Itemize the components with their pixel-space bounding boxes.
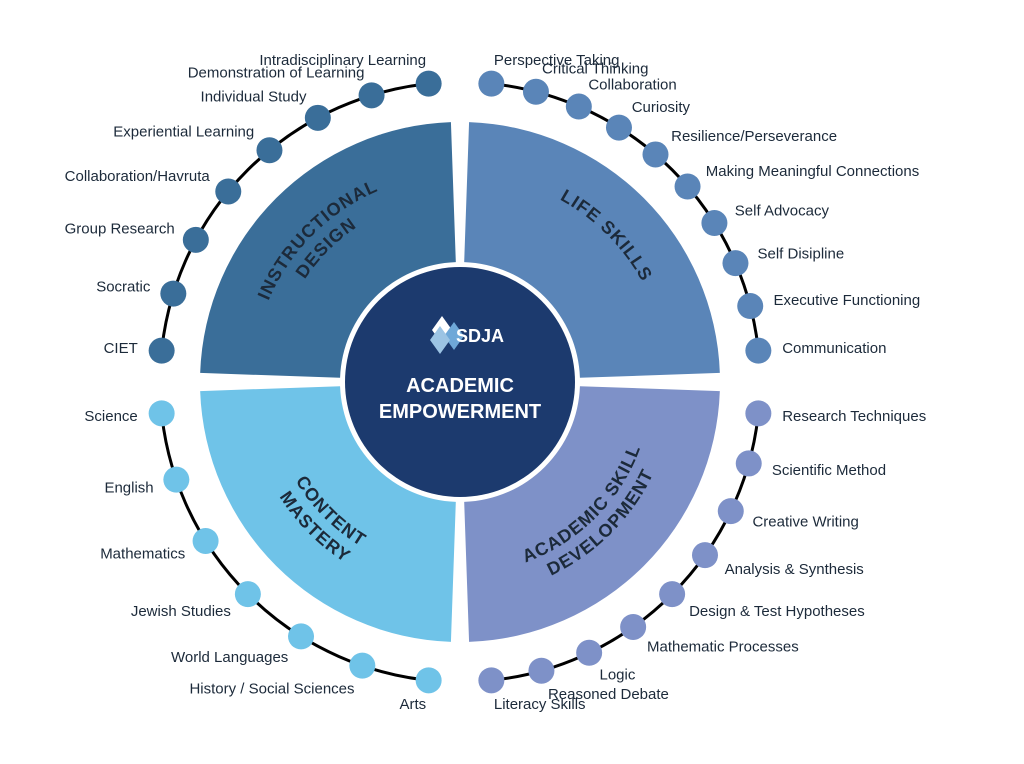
node-label-instructional: Individual Study bbox=[201, 89, 307, 106]
node-label-content: World Languages bbox=[171, 649, 288, 666]
node-dot-instructional bbox=[305, 105, 331, 131]
node-label-life: Collaboration bbox=[588, 76, 676, 93]
node-dot-life bbox=[523, 79, 549, 105]
node-dot-academic bbox=[736, 450, 762, 476]
node-dot-life bbox=[722, 250, 748, 276]
node-label-life: Curiosity bbox=[632, 99, 691, 116]
node-dot-academic bbox=[692, 542, 718, 568]
center-title-line2: EMPOWERMENT bbox=[379, 401, 541, 423]
node-dot-instructional bbox=[359, 82, 385, 108]
node-dot-instructional bbox=[160, 281, 186, 307]
academic-empowerment-diagram: INSTRUCTIONALDESIGNLIFE SKILLSCONTENTMAS… bbox=[0, 0, 1024, 764]
node-label-instructional: Group Research bbox=[65, 220, 175, 237]
node-dot-life bbox=[642, 141, 668, 167]
node-label-content: Science bbox=[84, 408, 137, 425]
brand-text: SDJA bbox=[456, 326, 504, 346]
node-dot-content bbox=[193, 528, 219, 554]
node-label-academic: Creative Writing bbox=[752, 513, 858, 530]
node-dot-content bbox=[149, 400, 175, 426]
node-dot-life bbox=[737, 293, 763, 319]
node-label-academic: Design & Test Hypotheses bbox=[689, 603, 865, 620]
node-dot-content bbox=[288, 623, 314, 649]
node-dot-instructional bbox=[149, 338, 175, 364]
node-label-academic: Logic bbox=[599, 666, 635, 683]
node-label-content: Arts bbox=[399, 696, 426, 713]
node-label-instructional: Socratic bbox=[96, 278, 151, 295]
node-dot-instructional bbox=[183, 227, 209, 253]
node-label-life: Making Meaningful Connections bbox=[706, 163, 919, 180]
node-label-instructional: Demonstration of Learning bbox=[188, 64, 365, 81]
node-dot-academic bbox=[620, 614, 646, 640]
node-dot-life bbox=[745, 338, 771, 364]
node-label-academic: Research Techniques bbox=[782, 408, 926, 425]
node-label-instructional: Experiential Learning bbox=[113, 124, 254, 141]
node-dot-academic bbox=[478, 667, 504, 693]
node-label-life: Critical Thinking bbox=[542, 61, 648, 78]
node-dot-life bbox=[675, 174, 701, 200]
node-label-life: Executive Functioning bbox=[773, 292, 920, 309]
node-label-life: Communication bbox=[782, 340, 886, 357]
node-dot-life bbox=[701, 210, 727, 236]
node-dot-life bbox=[606, 115, 632, 141]
node-dot-content bbox=[235, 581, 261, 607]
node-label-content: Jewish Studies bbox=[131, 603, 231, 620]
node-label-instructional: Collaboration/Havruta bbox=[65, 168, 211, 185]
node-label-life: Resilience/Perseverance bbox=[671, 128, 837, 145]
node-label-academic: Literacy Skills bbox=[494, 696, 586, 713]
node-dot-content bbox=[163, 467, 189, 493]
node-dot-instructional bbox=[215, 178, 241, 204]
node-dot-academic bbox=[659, 581, 685, 607]
node-dot-academic bbox=[718, 498, 744, 524]
node-label-life: Self Advocacy bbox=[735, 202, 830, 219]
node-label-content: History / Social Sciences bbox=[189, 680, 354, 697]
center-title-line1: ACADEMIC bbox=[406, 375, 514, 397]
node-dot-academic bbox=[745, 400, 771, 426]
node-label-academic: Mathematic Processes bbox=[647, 639, 799, 656]
node-dot-academic bbox=[528, 658, 554, 684]
node-label-life: Self Disipline bbox=[758, 246, 845, 263]
node-dot-instructional bbox=[256, 137, 282, 163]
node-dot-instructional bbox=[416, 71, 442, 97]
node-label-content: English bbox=[104, 479, 153, 496]
node-label-instructional: CIET bbox=[104, 340, 138, 357]
node-label-content: Mathematics bbox=[100, 546, 185, 563]
node-dot-content bbox=[416, 667, 442, 693]
node-label-academic: Analysis & Synthesis bbox=[725, 561, 864, 578]
node-dot-academic bbox=[576, 640, 602, 666]
node-label-academic: Scientific Method bbox=[772, 462, 886, 479]
node-dot-content bbox=[349, 653, 375, 679]
node-dot-life bbox=[566, 94, 592, 120]
node-dot-life bbox=[478, 71, 504, 97]
